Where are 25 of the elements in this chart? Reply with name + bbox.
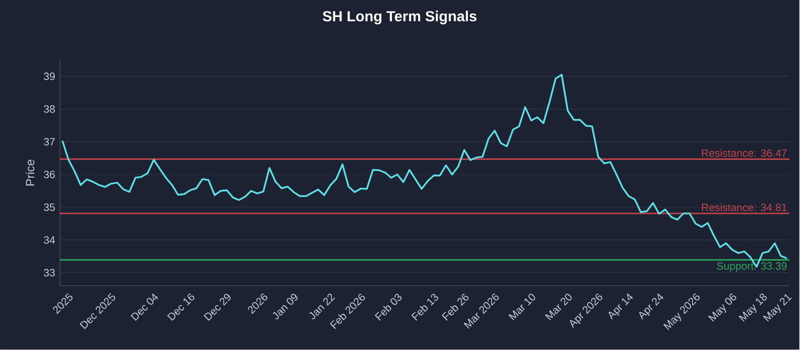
x-tick-label: Jan 22 [309,294,336,320]
x-tick-label: Apr 14 [608,294,633,320]
x-tick-label: Dec 04 [130,294,158,321]
y-tick-label: 36 [44,170,55,178]
x-tick-label: Feb 13 [411,294,438,321]
x-tick-label: May 06 [708,294,736,322]
ref-line-label: Resistance: 36.47 [702,149,787,157]
ref-line-label: Resistance: 34.81 [702,204,787,212]
y-tick-label: 39 [44,72,55,80]
x-tick-label: Jan 09 [272,294,298,320]
x-tick-label: Apr 24 [639,294,664,320]
y-tick-label: 33 [44,269,55,277]
y-axis-title: Price [26,160,34,186]
y-tick-label: 37 [44,138,55,146]
x-tick-label: Feb 03 [374,294,402,321]
ref-line-label: Support: 33.39 [716,262,787,272]
chart-title: SH Long Term Signals [322,10,476,25]
y-tick-label: 35 [44,204,55,212]
y-tick-label: 34 [44,236,55,244]
x-tick-label: Feb 26 [442,294,468,321]
x-tick-label: Mar 20 [545,294,572,321]
y-tick-label: 38 [44,105,55,113]
x-tick-label: Mar 10 [508,294,536,321]
x-tick-label: Dec 29 [204,294,231,321]
x-tick-label: Dec 16 [167,294,194,321]
